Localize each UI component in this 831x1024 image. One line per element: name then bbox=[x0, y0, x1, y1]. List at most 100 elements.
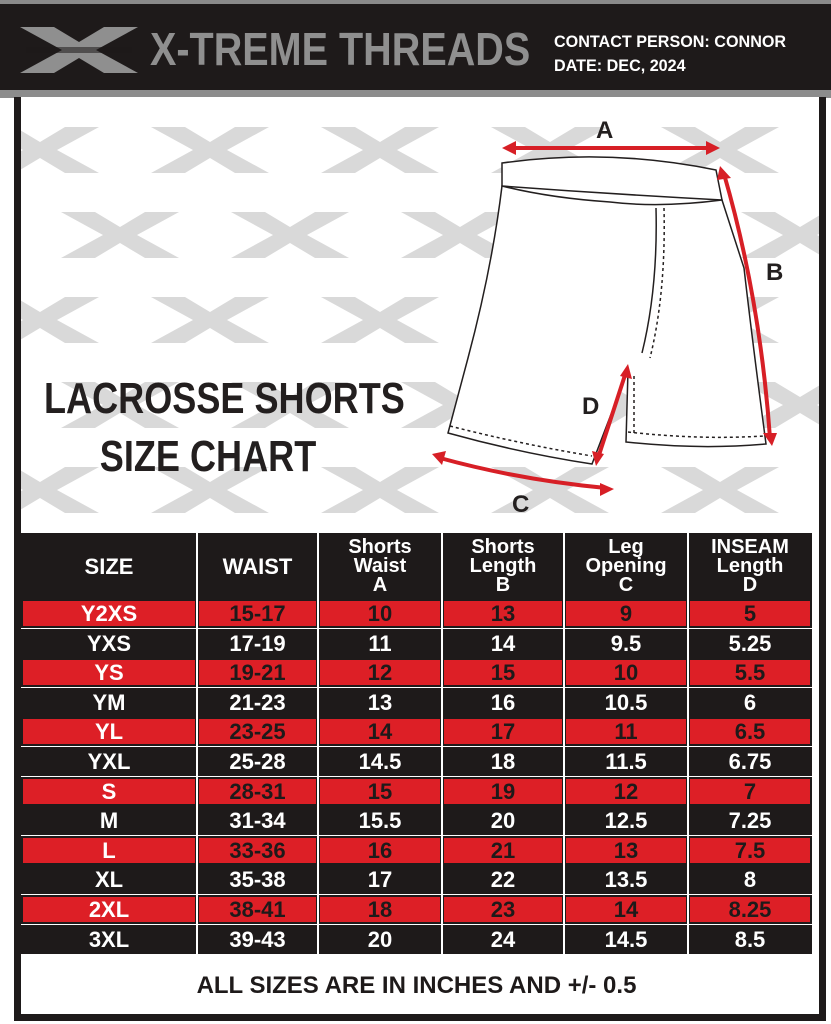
label-b: B bbox=[766, 259, 783, 286]
table-cell: 13 bbox=[566, 837, 686, 863]
table-row: YS 19-21 12 15 10 5.5 bbox=[21, 658, 812, 688]
title-line-2: SIZE CHART bbox=[99, 432, 317, 481]
table-cell: 14 bbox=[320, 719, 440, 745]
table-cell: 17 bbox=[320, 867, 440, 893]
table-cell: 35-38 bbox=[199, 867, 316, 893]
table-cell: 8 bbox=[690, 867, 810, 893]
table-cell: 6.75 bbox=[690, 749, 810, 774]
table-cell: YM bbox=[23, 689, 195, 715]
x-watermark-icon bbox=[21, 297, 99, 343]
contact-info: CONTACT PERSON: CONNOR DATE: DEC, 2024 bbox=[554, 30, 786, 78]
header-cell: Shorts Length B bbox=[442, 533, 564, 599]
table-cell: 15 bbox=[444, 660, 562, 686]
table-cell: 12.5 bbox=[566, 808, 686, 834]
table-cell: 14 bbox=[444, 630, 562, 656]
footer-note: ALL SIZES ARE IN INCHES AND +/- 0.5 bbox=[196, 972, 637, 999]
header-text: SIZE bbox=[84, 553, 134, 579]
table-cell: YXL bbox=[23, 749, 195, 774]
header-text: D bbox=[742, 573, 758, 596]
table-cell: Y2XS bbox=[23, 601, 195, 626]
table-cell: 12 bbox=[566, 778, 686, 804]
table-cell: YL bbox=[23, 719, 195, 745]
table-cell: 11.5 bbox=[566, 749, 686, 774]
header-bar bbox=[0, 4, 831, 90]
table-cell: 14.5 bbox=[566, 926, 686, 952]
table-cell: 3XL bbox=[23, 926, 195, 952]
shorts-diagram: A B C D bbox=[432, 117, 783, 518]
table-cell: 9.5 bbox=[566, 630, 686, 656]
table-row: S 28-31 15 19 12 7 bbox=[21, 776, 812, 806]
shorts-outline bbox=[447, 156, 767, 465]
table-cell: 18 bbox=[444, 749, 562, 774]
table-cell: 22 bbox=[444, 867, 562, 893]
table-cell: 5.5 bbox=[690, 660, 810, 686]
table-cell: 20 bbox=[320, 926, 440, 952]
table-cell: 13.5 bbox=[566, 867, 686, 893]
table-cell: 11 bbox=[566, 719, 686, 745]
table-cell: 7.25 bbox=[690, 808, 810, 834]
table-header bbox=[21, 533, 812, 599]
table-row: M 31-34 15.5 20 12.5 7.25 bbox=[21, 806, 812, 836]
header-text: Waist bbox=[353, 554, 407, 577]
table-row: YXL 25-28 14.5 18 11.5 6.75 bbox=[21, 747, 812, 776]
header-text: Length bbox=[716, 554, 784, 577]
table-cell: 21 bbox=[444, 837, 562, 863]
table-cell: 18 bbox=[320, 897, 440, 922]
header-text: WAIST bbox=[222, 553, 293, 579]
table-cell: 23 bbox=[444, 897, 562, 922]
header-text: Length bbox=[469, 554, 537, 577]
header-text: A bbox=[372, 573, 388, 596]
table-cell: 14.5 bbox=[320, 749, 440, 774]
x-watermark-icon bbox=[741, 382, 819, 428]
table-cell: 6 bbox=[690, 689, 810, 715]
table-cell: 10.5 bbox=[566, 689, 686, 715]
header-cell: Shorts Waist A bbox=[318, 533, 442, 599]
x-watermark-icon bbox=[61, 382, 179, 428]
label-c: C bbox=[512, 491, 529, 518]
column-divider bbox=[441, 533, 443, 965]
chart-title: LACROSSE SHORTS SIZE CHART bbox=[44, 370, 405, 486]
table-cell: 15-17 bbox=[199, 601, 316, 626]
x-watermark-icon bbox=[231, 382, 349, 428]
table-cell: 28-31 bbox=[199, 778, 316, 804]
table-row: L 33-36 16 21 13 7.5 bbox=[21, 835, 812, 865]
header-cell: WAIST bbox=[197, 533, 318, 599]
header-text: Leg bbox=[608, 535, 644, 558]
table-row: XL 35-38 17 22 13.5 8 bbox=[21, 865, 812, 895]
contact-person: CONTACT PERSON: CONNOR bbox=[554, 32, 787, 51]
table-cell: 33-36 bbox=[199, 837, 316, 863]
label-d: D bbox=[582, 393, 599, 420]
header-text: Opening bbox=[585, 554, 667, 577]
top-border bbox=[0, 0, 831, 4]
table-row: YXS 17-19 11 14 9.5 5.25 bbox=[21, 628, 812, 658]
x-watermark-icon bbox=[321, 127, 439, 173]
table-cell: 7.5 bbox=[690, 837, 810, 863]
table-cell: 7 bbox=[690, 778, 810, 804]
header-text: C bbox=[618, 573, 634, 596]
table-cell: YS bbox=[23, 660, 195, 686]
table-cell: 24 bbox=[444, 926, 562, 952]
table-cell: 20 bbox=[444, 808, 562, 834]
column-divider bbox=[687, 533, 689, 965]
table-cell: 38-41 bbox=[199, 897, 316, 922]
table-cell: 13 bbox=[320, 689, 440, 715]
header-cell: SIZE bbox=[21, 533, 197, 599]
table-row: YL 23-25 14 17 11 6.5 bbox=[21, 717, 812, 747]
brand-name: X-TREME THREADS bbox=[150, 23, 531, 75]
table-cell: 19 bbox=[444, 778, 562, 804]
header-text: B bbox=[495, 573, 511, 596]
x-watermark-icon bbox=[741, 212, 819, 258]
x-watermark-icon bbox=[491, 467, 609, 513]
table-cell: L bbox=[23, 837, 195, 863]
table-cell: 10 bbox=[566, 660, 686, 686]
table-cell: 17-19 bbox=[199, 630, 316, 656]
table-cell: M bbox=[23, 808, 195, 834]
table-row: YM 21-23 13 16 10.5 6 bbox=[21, 687, 812, 717]
table-cell: 14 bbox=[566, 897, 686, 922]
table-row: 3XL 39-43 20 24 14.5 8.5 bbox=[21, 924, 812, 954]
table-cell: 11 bbox=[320, 630, 440, 656]
x-watermark-icon bbox=[61, 212, 179, 258]
table-cell: 8.25 bbox=[690, 897, 810, 922]
chart-date: DATE: DEC, 2024 bbox=[554, 56, 686, 75]
table-cell: 9 bbox=[566, 601, 686, 626]
